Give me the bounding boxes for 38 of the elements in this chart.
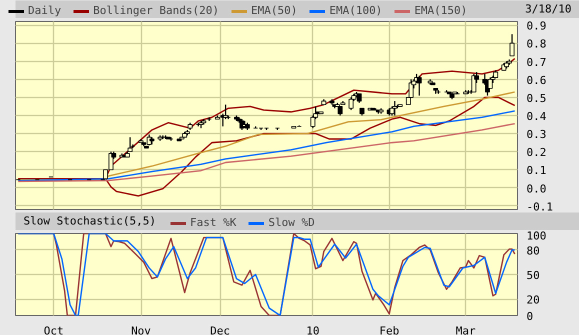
y-tick-label: 0.1: [526, 164, 546, 178]
legend-label: Slow %D: [268, 216, 315, 229]
x-tick-label: Oct: [44, 324, 64, 335]
y-tick-label: 100: [526, 230, 546, 242]
y-tick-label: 0.4: [526, 110, 547, 123]
y-tick-label: 20: [526, 294, 540, 307]
candlestick: [348, 96, 354, 111]
y-tick-label: 0.0: [526, 182, 546, 196]
line-series: [18, 110, 516, 182]
legend-label: EMA(150): [414, 4, 468, 17]
y-tick-label: 80: [526, 244, 540, 258]
y-tick-label: 0.2: [526, 146, 546, 160]
y-tick-label: -0.1: [526, 200, 553, 214]
x-tick-label: 10: [306, 324, 320, 335]
x-tick-label: Dec: [210, 324, 230, 335]
x-tick-label: Nov: [131, 324, 152, 335]
x-tick-label: Feb: [379, 324, 400, 335]
legend-label: Bollinger Bands(20): [93, 4, 219, 17]
x-tick-label: Mar: [456, 324, 476, 335]
line-series: [18, 122, 516, 182]
candlestick: [338, 106, 343, 116]
y-tick-label: 0.8: [526, 38, 546, 51]
y-tick-label: 0.9: [526, 20, 546, 33]
line-series: [18, 234, 516, 316]
candlestick: [510, 34, 514, 56]
y-tick-label: 0: [526, 310, 534, 323]
legend-label: Fast %K: [190, 216, 236, 229]
y-tick-label: 0.6: [526, 74, 546, 87]
y-tick-label: 0.7: [526, 56, 546, 69]
y-tick-label: 0.5: [526, 92, 546, 105]
legend-label: EMA(100): [329, 4, 382, 17]
chart-title: Slow Stochastic(5,5): [24, 214, 156, 228]
legend-label: EMA(50): [250, 4, 298, 17]
y-tick-label: 50: [526, 269, 540, 282]
y-tick-label: 0.3: [526, 128, 546, 142]
line-series: [18, 91, 516, 180]
text: 3/18/10: [525, 2, 572, 16]
legend-label: Daily: [28, 4, 62, 17]
